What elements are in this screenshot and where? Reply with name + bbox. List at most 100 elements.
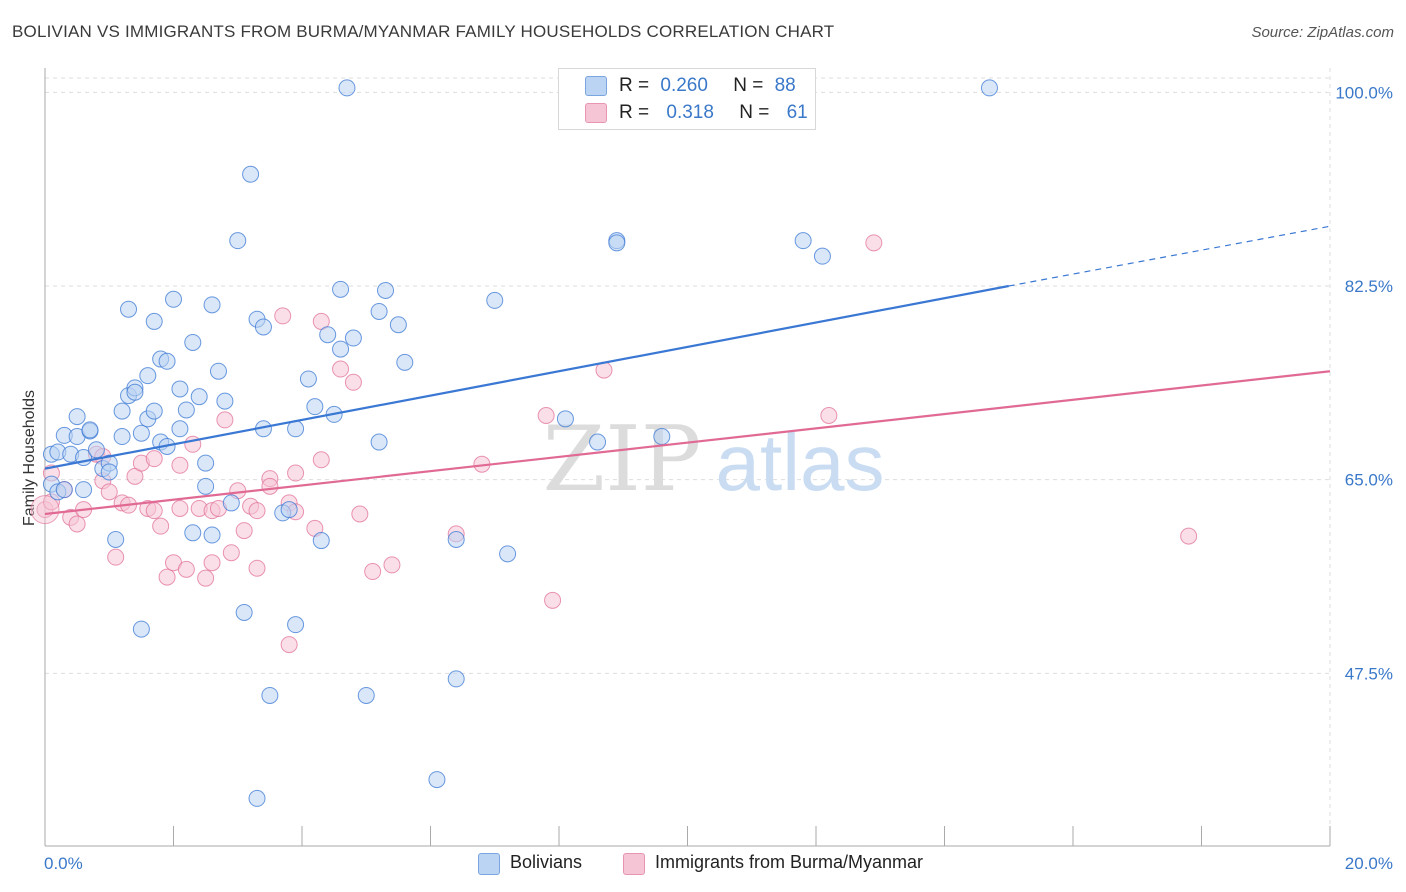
n-value: 88	[774, 75, 796, 96]
trend-line-bolivians	[44, 284, 1009, 470]
data-point-immigrants	[1180, 527, 1198, 545]
data-point-bolivians	[203, 296, 221, 314]
data-point-bolivians	[165, 290, 182, 308]
data-point-immigrants	[383, 556, 401, 574]
data-point-bolivians	[55, 481, 73, 499]
data-point-bolivians	[203, 526, 221, 544]
data-point-bolivians	[87, 441, 105, 459]
immigrants-swatch-icon	[585, 103, 607, 123]
data-point-immigrants	[177, 560, 195, 578]
data-point-bolivians	[306, 398, 324, 416]
series-bolivians-points	[42, 79, 998, 807]
data-point-bolivians	[370, 302, 388, 320]
data-point-bolivians	[222, 494, 240, 512]
data-point-immigrants	[171, 499, 189, 517]
data-point-immigrants-cluster	[30, 495, 60, 525]
data-point-immigrants	[820, 406, 838, 424]
data-point-bolivians	[184, 524, 202, 542]
data-point-immigrants	[222, 544, 240, 562]
data-point-immigrants	[274, 307, 292, 325]
stats-legend: R = 0.260 N = 88 R = 0.318 N = 61	[558, 68, 816, 130]
data-point-immigrants	[100, 483, 118, 501]
y-tick-label: 47.5%	[1345, 664, 1393, 683]
data-point-bolivians	[261, 686, 279, 704]
trend-lines	[44, 225, 1331, 516]
data-point-immigrants	[332, 360, 350, 378]
data-point-bolivians	[184, 333, 202, 351]
y-tick-label: 65.0%	[1345, 471, 1393, 490]
data-point-bolivians	[608, 234, 626, 252]
data-point-bolivians	[396, 353, 414, 371]
data-point-bolivians	[299, 370, 317, 388]
watermark-atlas: atlas	[716, 418, 885, 507]
data-point-bolivians	[377, 281, 395, 299]
data-point-bolivians	[177, 401, 195, 419]
data-point-bolivians	[145, 402, 163, 420]
r-value: 0.260	[660, 75, 708, 96]
data-point-immigrants	[248, 502, 266, 520]
data-point-bolivians	[338, 79, 356, 97]
data-point-bolivians	[171, 420, 189, 438]
source-label: Source: ZipAtlas.com	[1251, 24, 1394, 41]
legend-label: Immigrants from Burma/Myanmar	[655, 852, 924, 872]
data-point-immigrants	[145, 450, 163, 468]
data-point-bolivians	[132, 424, 150, 442]
data-point-bolivians	[190, 388, 208, 406]
data-point-bolivians	[145, 312, 163, 330]
data-point-immigrants	[351, 505, 369, 523]
data-point-immigrants	[203, 554, 221, 572]
data-point-immigrants	[171, 456, 189, 474]
bolivians-swatch-icon	[585, 76, 607, 96]
data-point-bolivians	[813, 247, 831, 265]
data-point-bolivians	[209, 362, 227, 380]
data-point-bolivians	[126, 383, 144, 401]
data-point-bolivians	[107, 530, 125, 548]
data-point-bolivians	[319, 326, 337, 344]
n-value: 61	[786, 102, 808, 123]
data-point-bolivians	[332, 340, 350, 358]
data-point-bolivians	[197, 477, 215, 495]
x-tick-label: 20.0%	[1345, 854, 1393, 873]
data-point-bolivians	[248, 789, 266, 807]
data-point-bolivians	[120, 300, 138, 318]
y-tick-label: 82.5%	[1345, 277, 1393, 296]
x-tick-label: 0.0%	[44, 854, 83, 873]
data-point-immigrants	[544, 591, 562, 609]
data-point-immigrants	[68, 515, 86, 533]
data-point-bolivians	[344, 329, 362, 347]
data-point-immigrants	[287, 464, 305, 482]
data-point-bolivians	[447, 670, 465, 688]
immigrants-legend-icon	[623, 853, 645, 875]
data-point-immigrants	[158, 568, 176, 586]
data-point-bolivians	[499, 545, 517, 563]
data-point-bolivians	[389, 316, 407, 334]
data-point-bolivians	[81, 421, 99, 439]
data-point-bolivians	[113, 402, 131, 420]
data-point-bolivians	[357, 686, 375, 704]
data-point-bolivians	[139, 367, 157, 385]
data-point-bolivians	[216, 392, 234, 410]
data-point-bolivians	[486, 291, 504, 309]
data-point-bolivians	[556, 410, 574, 428]
data-point-bolivians	[100, 463, 118, 481]
n-label: N =	[739, 102, 770, 123]
data-point-bolivians	[332, 280, 350, 298]
data-point-bolivians	[447, 530, 465, 548]
watermark: ZIP atlas	[543, 407, 885, 512]
data-point-immigrants	[145, 502, 163, 520]
data-point-immigrants	[152, 517, 170, 535]
series-immigrants-burma-points	[30, 234, 1198, 654]
data-point-bolivians	[235, 603, 253, 621]
data-point-immigrants	[261, 477, 279, 495]
data-point-bolivians	[113, 428, 131, 446]
data-point-bolivians	[158, 352, 176, 370]
data-point-immigrants	[235, 522, 253, 540]
data-point-immigrants	[312, 451, 330, 469]
data-point-bolivians	[589, 433, 607, 451]
data-point-immigrants	[216, 411, 234, 429]
trend-line-bolivians-extrapolated	[1008, 225, 1331, 287]
r-label: R =	[619, 75, 650, 96]
n-label: N =	[733, 75, 764, 96]
data-point-bolivians	[287, 616, 305, 634]
